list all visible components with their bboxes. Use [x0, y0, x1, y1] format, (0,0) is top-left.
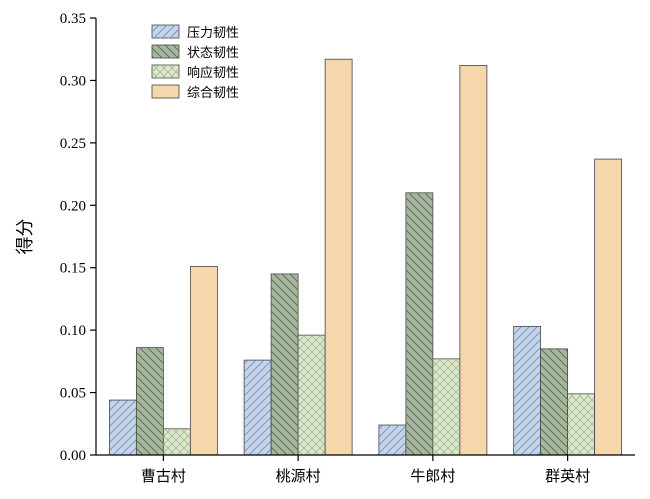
x-category-label: 牛郎村: [410, 467, 455, 485]
bar-4-3: [459, 65, 488, 456]
bar-hatch-2-3: [405, 192, 433, 456]
legend-swatch-4: [151, 84, 180, 99]
y-tick-label: 0.05: [60, 386, 86, 402]
legend-label: 响应韧性: [187, 65, 239, 81]
y-axis-title: 得分: [15, 219, 36, 255]
y-tick-label: 0.35: [60, 11, 86, 27]
y-tick-label: 0.15: [60, 261, 86, 277]
bar-hatch-3-2: [298, 335, 326, 455]
bar-hatch-2-4: [540, 348, 568, 455]
axes: 0.00 0.05 0.10 0.15 0.20 0.25 0.30 0.35 曹古村 桃源村 牛郎…: [15, 11, 635, 485]
bar-hatch-3-3: [432, 358, 460, 455]
bar-4-4: [594, 158, 623, 456]
legend-swatch-hatch-1: [152, 25, 179, 38]
bar-hatch-3-1: [163, 428, 191, 455]
bar-hatch-2-2: [271, 273, 299, 455]
legend-label: 状态韧性: [187, 46, 239, 61]
bar-hatch-1-1: [109, 400, 137, 455]
legend-label: 压力韧性: [187, 26, 239, 41]
bar-hatch-1-4: [513, 326, 541, 455]
bar-hatch-1-3: [378, 425, 406, 455]
x-category-label: 桃源村: [276, 467, 321, 485]
bar-4-1: [189, 266, 218, 456]
plot-area: [108, 58, 623, 456]
y-tick-label: 0.30: [60, 73, 86, 89]
bar-hatch-2-1: [136, 347, 164, 455]
legend-label: 综合韧性: [187, 86, 239, 101]
bar-hatch-1-2: [244, 360, 272, 455]
y-tick-label: 0.25: [60, 136, 86, 152]
y-tick-label: 0.20: [60, 198, 86, 214]
x-category-label: 群英村: [545, 467, 590, 485]
bar-4-2: [324, 58, 353, 456]
y-tick-label: 0.00: [60, 448, 86, 464]
y-tick-label: 0.10: [60, 323, 86, 339]
x-category-label: 曹古村: [141, 467, 186, 485]
bar-hatch-3-4: [567, 393, 595, 455]
legend-swatch-hatch-3: [152, 65, 179, 78]
legend-swatch-hatch-2: [152, 45, 179, 58]
